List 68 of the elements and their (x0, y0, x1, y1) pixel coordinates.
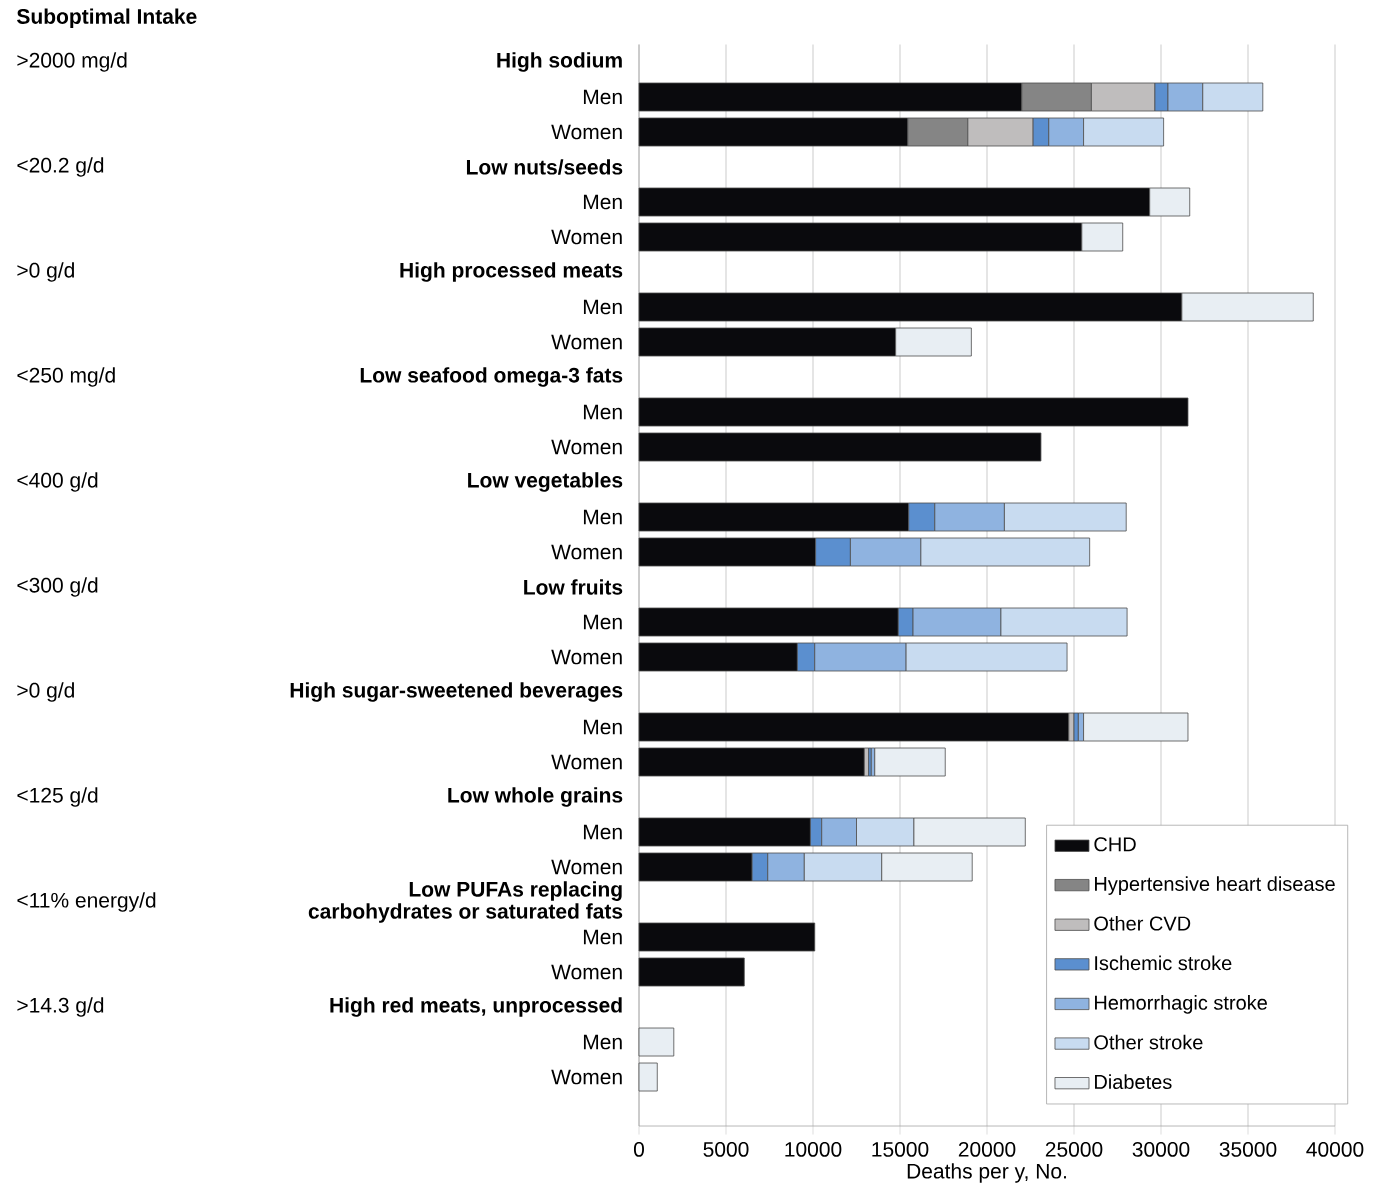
text: >2000 mg/d (17, 52, 127, 72)
y-tick-label: Low whole grains (448, 787, 623, 807)
y-tick-label: Women (551, 754, 622, 770)
legend-label: CHD (1094, 837, 1136, 852)
legend-label: Other CVD (1094, 915, 1191, 931)
x-tick-label: 20000 (958, 1141, 1016, 1157)
text: Suboptimal Intake (16, 8, 197, 29)
text: <300 g/d (17, 577, 98, 597)
y-tick-label: Low nuts/seeds (466, 159, 623, 175)
legend-label: Hypertensive heart disease (1095, 876, 1335, 895)
x-tick-label: 0 (633, 1141, 644, 1157)
y-tick-label: Low PUFAs replacing carbohydrates or saturated fats (308, 881, 623, 923)
x-tick-label: 5000 (703, 1141, 749, 1157)
y-tick-label: Women (551, 649, 622, 665)
x-tick-label: 35000 (1219, 1141, 1277, 1157)
text: >0 g/d (17, 682, 74, 702)
x-tick-label: 30000 (1132, 1141, 1190, 1157)
y-tick-label: Women (551, 964, 622, 980)
y-tick-label: High red meats, unprocessed (330, 997, 622, 1017)
y-tick-label: Women (551, 859, 622, 875)
bar (638, 957, 745, 987)
y-tick-label: Women (551, 334, 622, 350)
y-tick-label: High sugar-sweetened beverages (290, 682, 623, 702)
bar (874, 747, 946, 777)
y-tick-label: Low seafood omega-3 fats (360, 367, 623, 387)
text: <125 g/d (17, 787, 98, 807)
text: >14.3 g/d (17, 997, 104, 1017)
x-axis-title: Deaths per y, No. (907, 1163, 1066, 1183)
bar (638, 1027, 675, 1057)
y-tick-label: High processed meats (400, 262, 623, 282)
y-tick-label: Women (551, 1069, 622, 1085)
legend-label: Hemorrhagic stroke (1095, 995, 1267, 1014)
bar (868, 747, 872, 777)
y-tick-label: Women (551, 229, 622, 245)
bar (638, 712, 1070, 742)
y-tick-label: Men (583, 614, 622, 630)
bar (638, 747, 865, 777)
y-tick-label: Men (583, 929, 622, 945)
bar (638, 1062, 658, 1092)
bar (638, 397, 1189, 427)
text: <400 g/d (17, 472, 98, 492)
y-tick-label: Men (583, 299, 622, 315)
bar (638, 432, 1042, 462)
x-tick-label: 10000 (785, 1141, 842, 1157)
text: <11% energy/d (17, 892, 156, 912)
y-tick-label: Women (551, 544, 622, 560)
y-tick-label: High sodium (497, 52, 622, 72)
text: <250 mg/d (17, 367, 115, 387)
y-tick-label: Women (551, 124, 622, 140)
y-tick-label: Men (583, 824, 622, 840)
x-tick-label: 15000 (872, 1141, 929, 1157)
x-tick-label: 40000 (1306, 1141, 1364, 1157)
legend-label: Diabetes (1095, 1074, 1172, 1090)
y-tick-label: Low fruits (524, 579, 623, 595)
y-tick-label: Men (583, 404, 622, 420)
legend-label: Ischemic stroke (1095, 955, 1232, 971)
bar (638, 922, 816, 952)
y-tick-label: Women (551, 439, 622, 455)
y-tick-label: Men (583, 1034, 622, 1050)
x-tick-label: 25000 (1045, 1141, 1103, 1157)
y-tick-label: Men (583, 719, 622, 735)
y-tick-label: Men (583, 194, 622, 210)
text: <20.2 g/d (17, 157, 104, 177)
text: >0 g/d (17, 262, 74, 282)
y-tick-label: Men (583, 89, 622, 105)
y-tick-label: Low vegetables (468, 472, 623, 492)
y-tick-label: Men (583, 509, 622, 525)
legend-label: Other stroke (1094, 1034, 1203, 1050)
